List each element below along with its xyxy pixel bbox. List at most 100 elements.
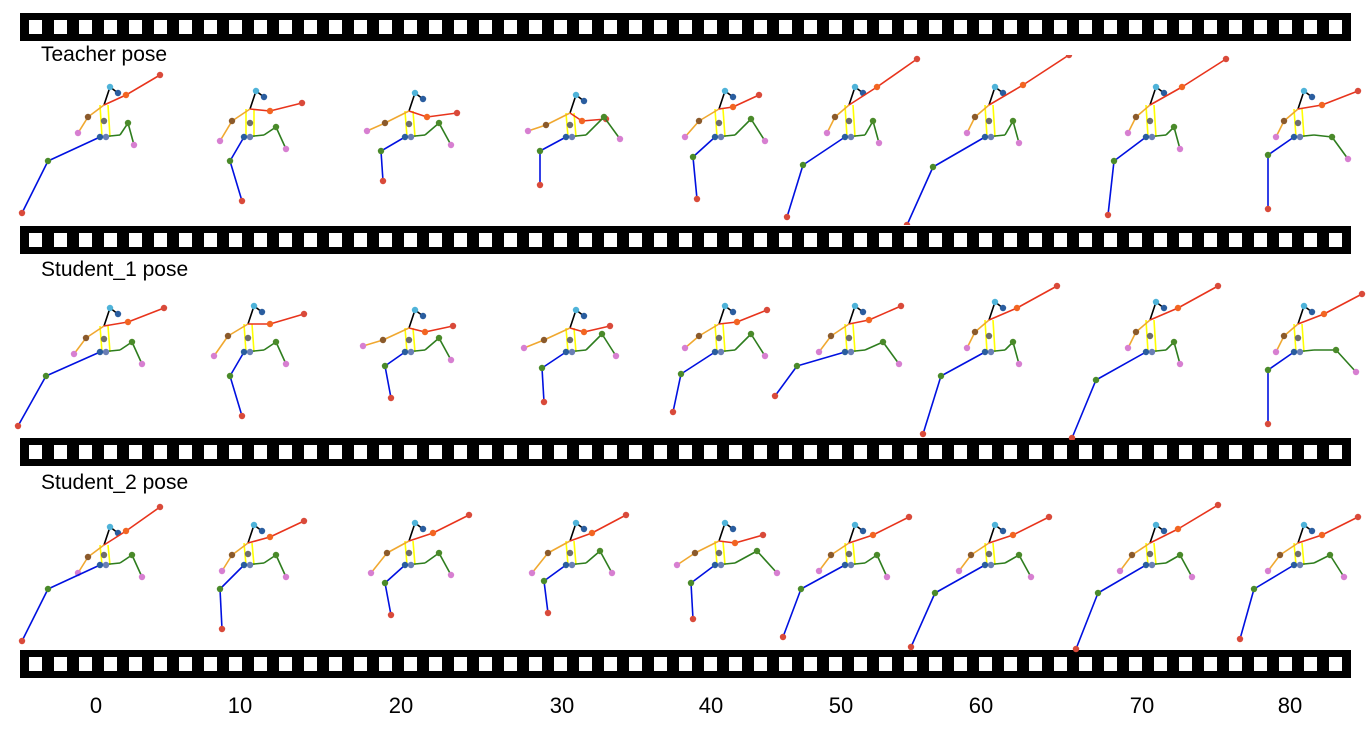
film-sprocket (1229, 20, 1242, 34)
skeleton-bone (386, 540, 410, 554)
film-sprocket (604, 233, 617, 247)
film-sprocket (79, 657, 92, 671)
skeleton-bone (370, 552, 388, 574)
film-sprocket (54, 657, 67, 671)
film-sprocket (929, 233, 942, 247)
skeleton-bone (872, 120, 880, 144)
skeleton-joint (1015, 360, 1023, 368)
film-sprocket (404, 657, 417, 671)
skeleton-joint (1276, 551, 1284, 559)
skeleton-bone (1329, 554, 1345, 578)
film-sprocket (404, 20, 417, 34)
skeleton-joint (1072, 645, 1080, 653)
skeleton-bone (692, 156, 698, 200)
film-sprocket (104, 657, 117, 671)
skeleton-joint (729, 93, 737, 101)
skeleton-bone (818, 554, 832, 572)
skeleton-joint (542, 121, 550, 129)
skeleton-joint (240, 348, 248, 356)
film-sprocket (204, 657, 217, 671)
skeleton-joint (266, 533, 274, 541)
film-sprocket (679, 657, 692, 671)
skeleton-bone (684, 120, 700, 138)
skeleton-bone (692, 136, 716, 158)
skeleton-joint (681, 344, 689, 352)
skeleton-joint (963, 344, 971, 352)
skeleton-joint (847, 561, 855, 569)
skeleton-joint (138, 573, 146, 581)
skeleton-joint (1174, 525, 1182, 533)
film-sprocket (1279, 445, 1292, 459)
skeleton-joint (266, 320, 274, 328)
film-sprocket (529, 233, 542, 247)
film-sprocket (1104, 20, 1117, 34)
skeleton-joint (831, 113, 839, 121)
skeleton-joint (580, 328, 588, 336)
skeleton-bone (1097, 564, 1147, 594)
skeleton-joint (401, 348, 409, 356)
skeleton-joint (1110, 157, 1118, 165)
film-sprocket (304, 445, 317, 459)
skeleton-joint (300, 517, 308, 525)
skeleton-bone (231, 108, 251, 122)
film-sprocket (179, 445, 192, 459)
film-sprocket (429, 20, 442, 34)
skeleton-joint (747, 115, 755, 123)
skeleton-joint (300, 310, 308, 318)
skeleton-bone (1022, 55, 1070, 86)
film-sprocket (1204, 657, 1217, 671)
film-sprocket (1204, 20, 1217, 34)
skeleton-joint (903, 221, 911, 225)
skeleton-joint (421, 328, 429, 336)
skeleton-joint (987, 348, 995, 356)
skeleton-joint (799, 161, 807, 169)
film-sprocket (829, 233, 842, 247)
skeleton-joint (1132, 113, 1140, 121)
skeleton-bone (1301, 323, 1305, 353)
skeleton-joint (82, 334, 90, 342)
film-sprocket (304, 20, 317, 34)
film-sprocket (704, 445, 717, 459)
film-sprocket (554, 233, 567, 247)
skeleton-joint (729, 308, 737, 316)
film-sprocket (304, 233, 317, 247)
film-sprocket (654, 20, 667, 34)
skeleton-joint (596, 547, 604, 555)
skeleton-joint (1152, 298, 1160, 306)
frame-label-30: 30 (549, 693, 575, 718)
skeleton-joint (124, 318, 132, 326)
film-sprocket (1254, 233, 1267, 247)
skeleton-joint (1176, 145, 1184, 153)
skeleton-joint (985, 117, 993, 125)
skeleton-bone (988, 84, 1024, 106)
film-sprocket (79, 445, 92, 459)
skeleton-joint (1148, 133, 1156, 141)
skeleton-joint (272, 338, 280, 346)
skeleton-joint (729, 103, 737, 111)
skeleton-joint (929, 163, 937, 171)
skeleton-joint (1170, 123, 1178, 131)
skeleton-joint (580, 312, 588, 320)
skeleton-joint (1174, 304, 1182, 312)
film-sprocket (704, 233, 717, 247)
skeleton-bone (1297, 313, 1325, 325)
skeleton-joint (1148, 348, 1156, 356)
film-sprocket (1104, 445, 1117, 459)
skeleton-joint (999, 527, 1007, 535)
skeleton-bone (73, 337, 87, 355)
skeleton-joint (991, 521, 999, 529)
skeleton-joint (407, 348, 415, 356)
skeleton-joint (715, 549, 723, 557)
skeleton-joint (1290, 133, 1298, 141)
skeleton-bone (275, 126, 287, 150)
skeleton-bone (227, 323, 249, 337)
skeleton-joint (1146, 332, 1154, 340)
skeleton-bone (1177, 285, 1219, 309)
skeleton-bone (932, 136, 986, 168)
skeleton-joint (435, 549, 443, 557)
skeleton-joint (387, 611, 395, 619)
film-sprocket (29, 233, 42, 247)
skeleton-joint (1019, 81, 1027, 89)
skeleton-bone (1335, 349, 1357, 373)
film-sprocket (129, 445, 142, 459)
